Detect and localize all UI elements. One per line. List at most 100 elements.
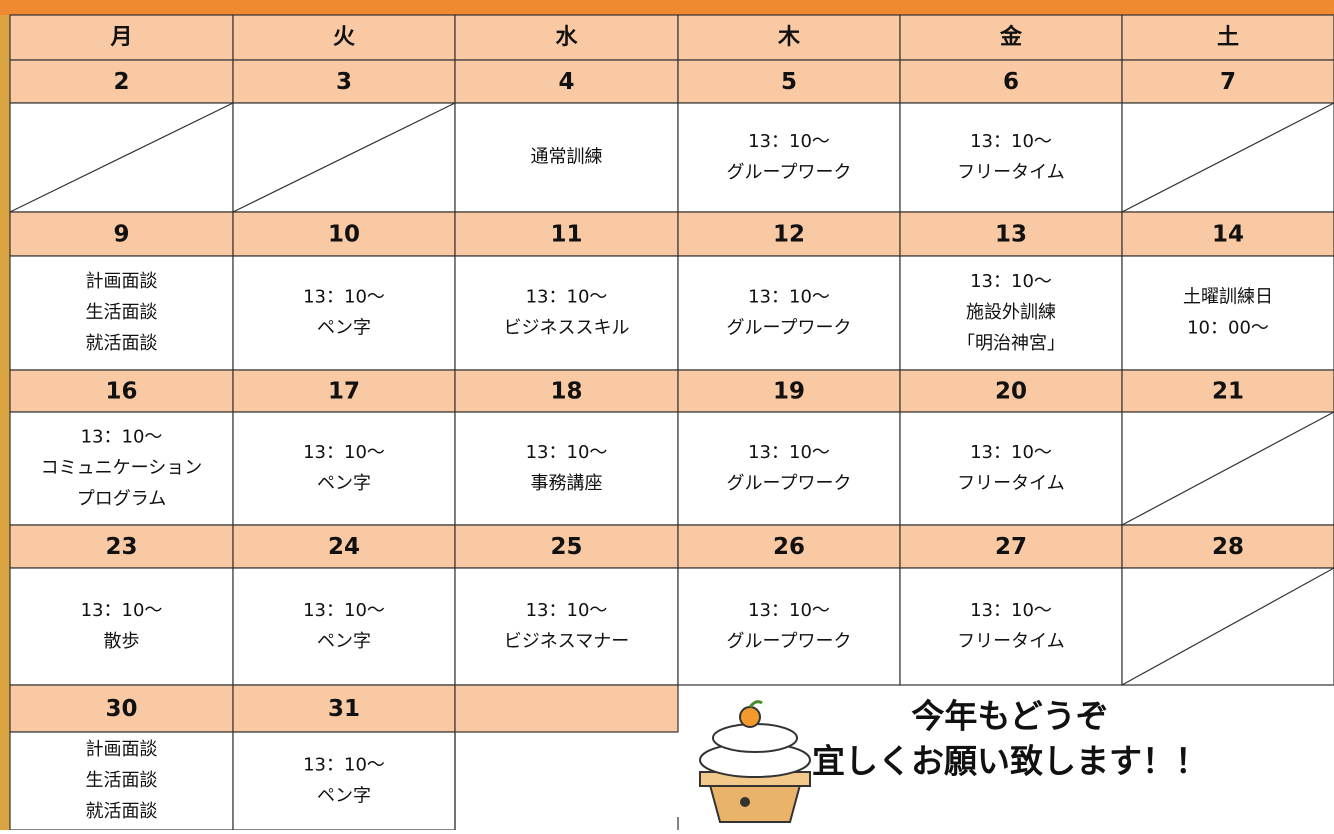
content-cell <box>899 102 1123 213</box>
schedule-text: グループワーク <box>727 162 852 183</box>
content-cell <box>9 255 234 371</box>
cork-strip <box>0 0 10 830</box>
schedule-text: グループワーク <box>727 318 852 339</box>
schedule-text: コミュニケーション <box>41 458 203 479</box>
date: 11 <box>550 222 582 248</box>
weekday: 水 <box>555 25 578 50</box>
date: 21 <box>1212 379 1244 405</box>
schedule-text: 13：10～ <box>748 442 830 463</box>
date: 3 <box>336 69 352 95</box>
empty-slash <box>1121 102 1334 213</box>
schedule-text: 10：00～ <box>1187 318 1269 339</box>
date-cell <box>899 369 1123 413</box>
date-cell <box>454 211 679 257</box>
empty-slash <box>232 102 456 213</box>
weekday-cell <box>454 14 679 61</box>
content-cell <box>454 567 679 686</box>
schedule-text: フリータイム <box>957 473 1065 494</box>
date-cell <box>232 211 456 257</box>
date: 25 <box>550 534 582 560</box>
date-cell <box>9 369 234 413</box>
schedule-text: ペン字 <box>317 786 371 807</box>
content-cell <box>677 102 901 213</box>
date: 2 <box>113 69 129 95</box>
schedule-text: 計画面談 <box>86 271 158 292</box>
schedule-text: 13：10～ <box>970 131 1052 152</box>
date-cell <box>1121 524 1334 569</box>
kagami-mochi-icon <box>699 700 811 823</box>
weekday-cell <box>232 14 456 61</box>
greeting: 宜しくお願い致します！！ <box>812 742 1208 781</box>
content-cell <box>9 411 234 526</box>
date-cell <box>9 684 234 733</box>
schedule-text: 13：10～ <box>526 600 608 621</box>
date: 24 <box>328 534 360 560</box>
date: 12 <box>773 222 805 248</box>
date-cell <box>677 59 901 104</box>
schedule-text: 事務講座 <box>531 473 603 494</box>
weekday: 木 <box>777 25 801 50</box>
schedule-text: 13：10～ <box>303 600 385 621</box>
date: 27 <box>995 534 1027 560</box>
empty-slash <box>1121 411 1334 526</box>
date: 14 <box>1212 222 1244 248</box>
weekday-cell <box>1121 14 1334 61</box>
date: 13 <box>995 222 1027 248</box>
weekday: 火 <box>333 25 355 50</box>
content-cell <box>899 255 1123 371</box>
content-cell <box>899 411 1123 526</box>
schedule-text: 通常訓練 <box>531 147 603 168</box>
schedule-text: ビジネスマナー <box>504 631 629 652</box>
schedule-text: フリータイム <box>957 162 1065 183</box>
date-cell <box>9 59 234 104</box>
date: 19 <box>773 379 805 405</box>
schedule-text: ペン字 <box>317 473 371 494</box>
date: 5 <box>781 69 797 95</box>
content-cell <box>454 255 679 371</box>
greeting: 今年もどうぞ <box>911 697 1108 736</box>
schedule-text: 13：10～ <box>970 271 1052 292</box>
schedule-text: ペン字 <box>317 631 371 652</box>
date-cell <box>677 524 901 569</box>
blank-date-cell <box>454 684 679 733</box>
schedule-text: 13：10～ <box>526 442 608 463</box>
date: 23 <box>105 534 137 560</box>
date: 18 <box>550 379 582 405</box>
date: 16 <box>105 379 137 405</box>
schedule-text: 計画面談 <box>86 739 158 760</box>
top-bar <box>0 0 1334 15</box>
date-cell <box>232 369 456 413</box>
weekday: 月 <box>109 25 132 50</box>
schedule-text: 13：10～ <box>970 600 1052 621</box>
schedule-text: 「明治神宮」 <box>957 333 1065 354</box>
schedule-text: フリータイム <box>957 631 1065 652</box>
date-cell <box>454 59 679 104</box>
schedule-text: 13：10～ <box>748 600 830 621</box>
schedule-text: 13：10～ <box>303 755 385 776</box>
date: 7 <box>1220 69 1236 95</box>
schedule-text: 13：10～ <box>526 287 608 308</box>
date-cell <box>454 524 679 569</box>
date: 10 <box>328 222 360 248</box>
content-cell <box>232 567 456 686</box>
date: 6 <box>1003 69 1019 95</box>
content-cell <box>677 255 901 371</box>
schedule-text: 13：10～ <box>81 427 163 448</box>
schedule-text: 13：10～ <box>748 287 830 308</box>
schedule-text: 就活面談 <box>86 801 158 822</box>
content-cell <box>232 731 456 831</box>
date: 17 <box>328 379 360 405</box>
date-cell <box>1121 211 1334 257</box>
content-cell <box>1121 255 1334 371</box>
content-cell <box>454 411 679 526</box>
schedule-text: ペン字 <box>317 318 371 339</box>
date: 28 <box>1212 534 1244 560</box>
schedule-text: 13：10～ <box>970 442 1052 463</box>
schedule-text: 散歩 <box>104 631 140 652</box>
schedule-text: 施設外訓練 <box>966 302 1056 323</box>
date: 30 <box>105 696 137 722</box>
content-cell <box>232 255 456 371</box>
schedule-text: 土曜訓練日 <box>1183 287 1273 308</box>
